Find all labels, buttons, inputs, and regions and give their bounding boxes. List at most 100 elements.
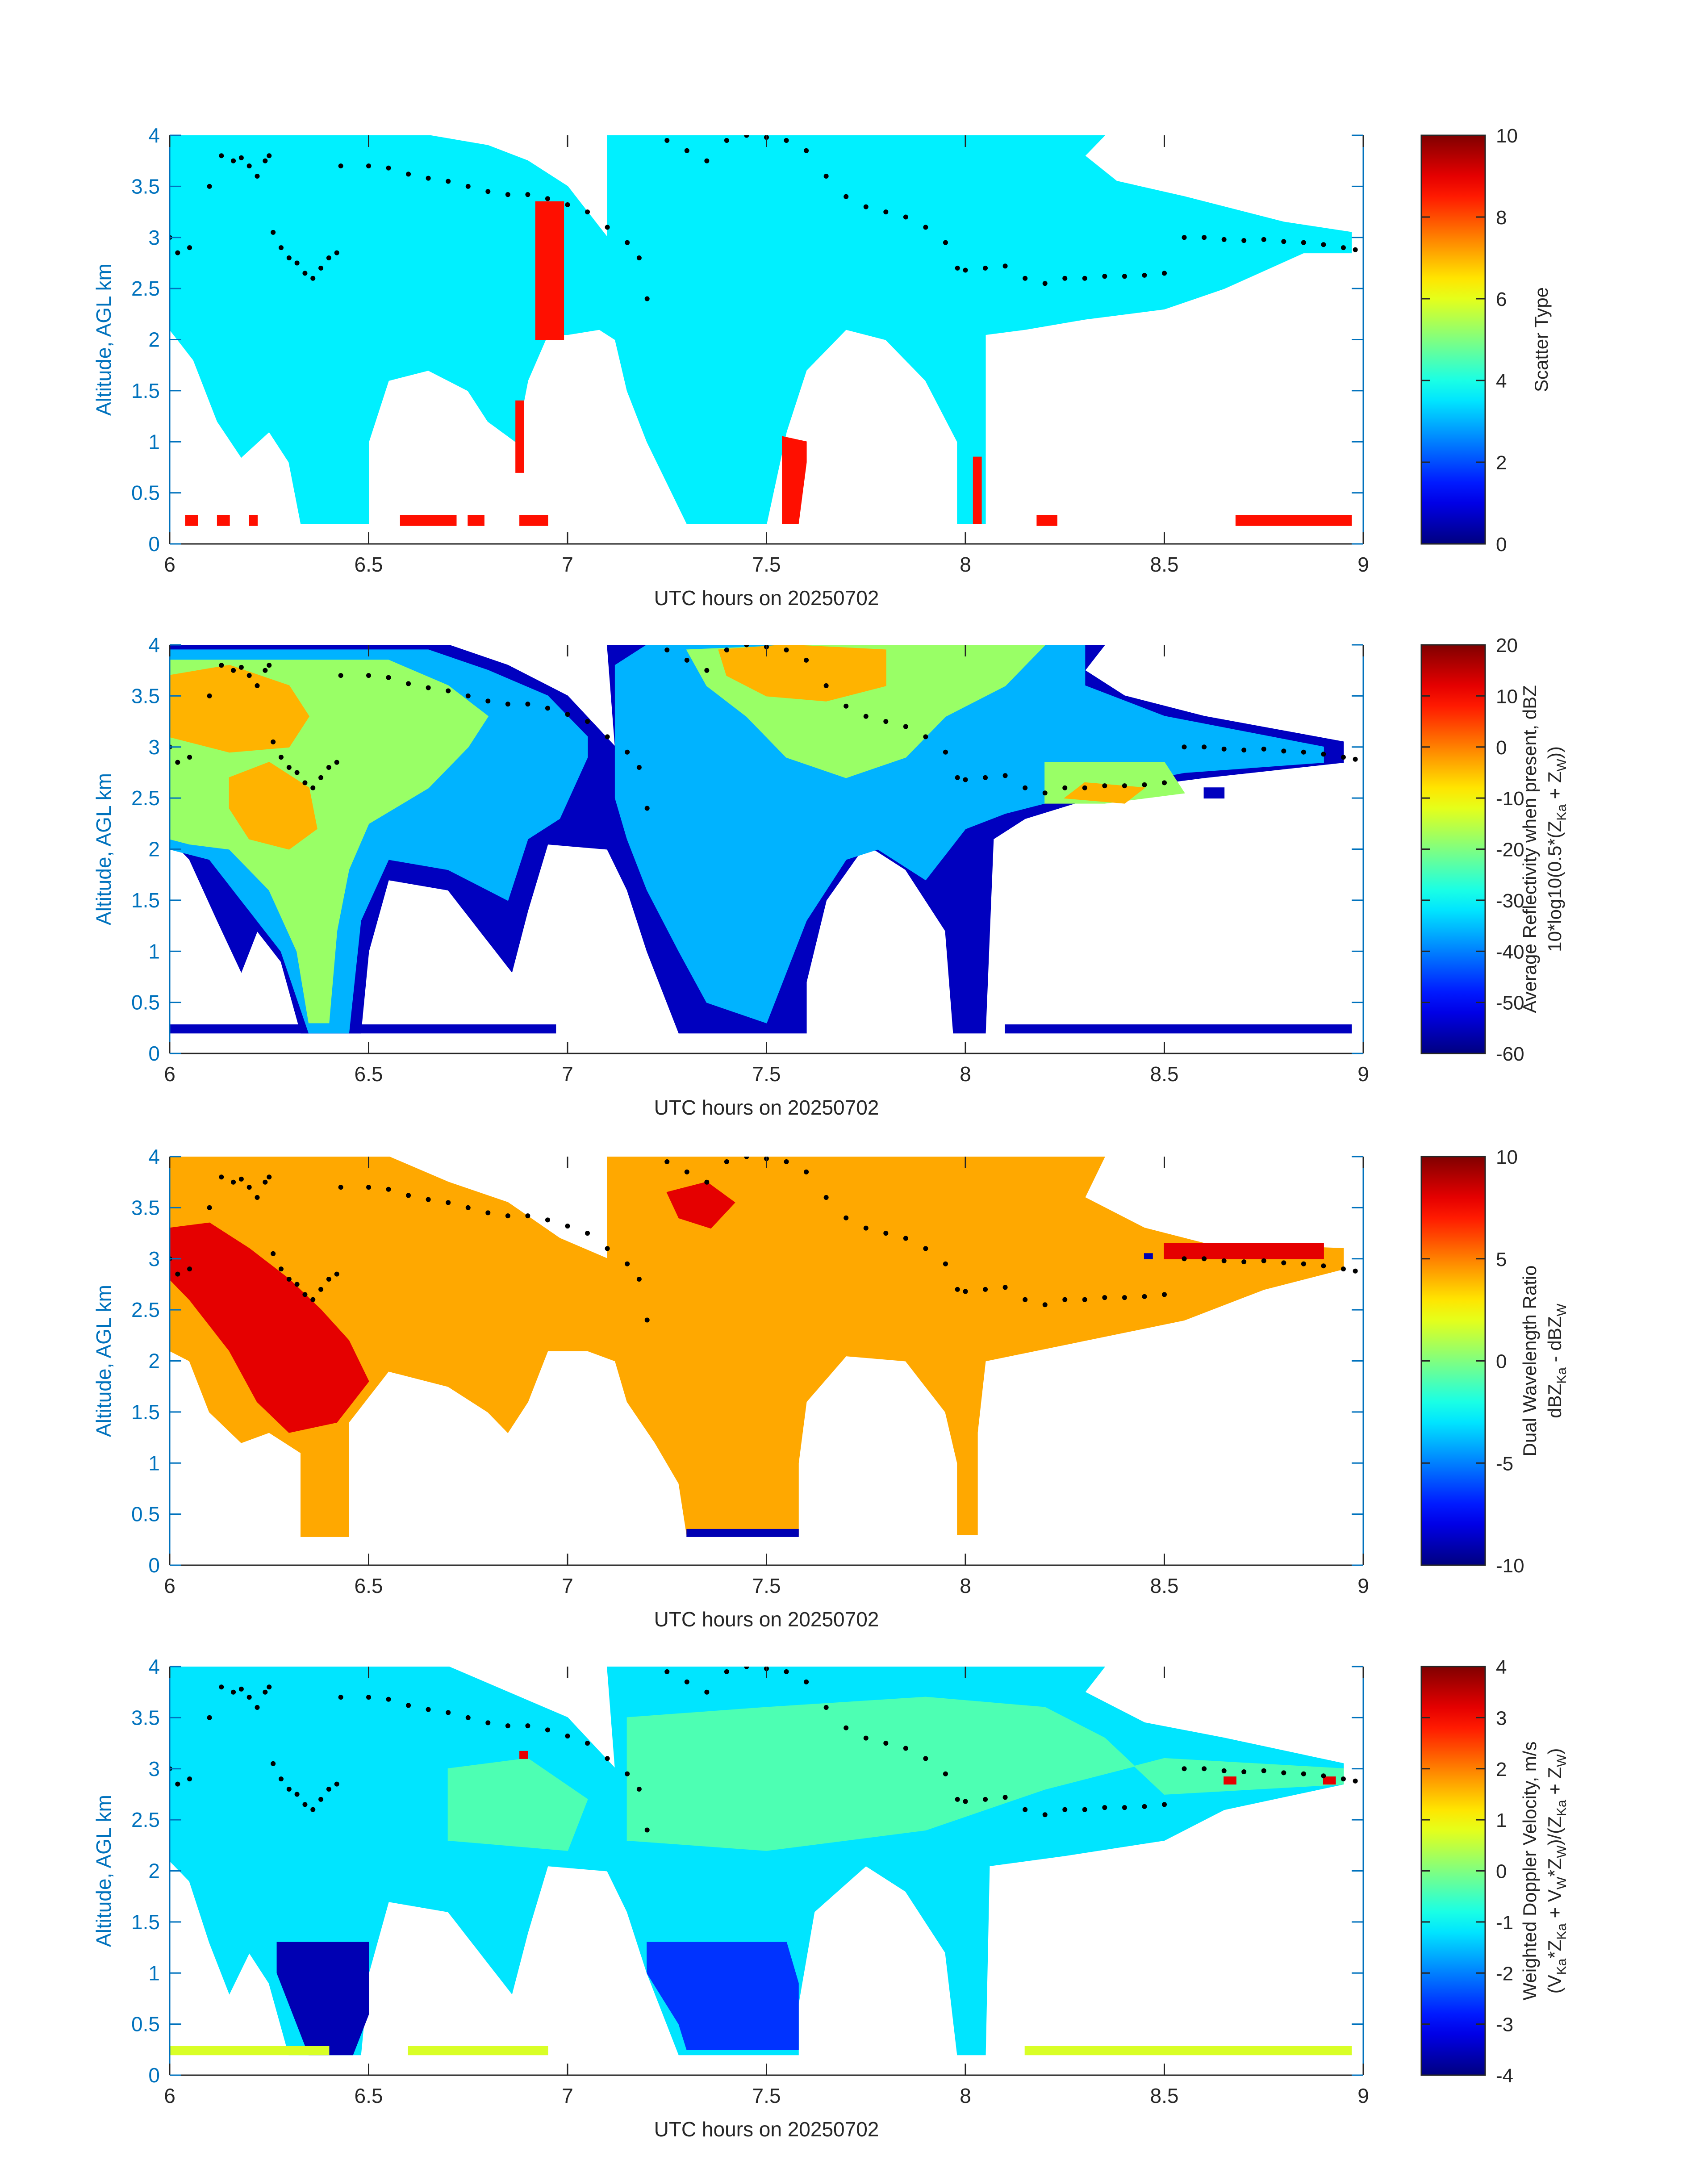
colorbar-label: Weighted Doppler Velocity, m/s	[1519, 1742, 1540, 2001]
overlay-point	[326, 765, 331, 770]
overlay-point	[1062, 1297, 1068, 1302]
overlay-point	[175, 250, 180, 255]
y-tick-label: 4	[148, 633, 160, 656]
overlay-point	[175, 760, 180, 765]
overlay-point	[903, 1236, 908, 1241]
y-tick-label: 0	[148, 1554, 160, 1577]
overlay-point	[1221, 1258, 1227, 1263]
overlay-point	[334, 760, 339, 765]
data-region	[1235, 515, 1352, 526]
y-tick-label: 4	[148, 1145, 160, 1168]
y-tick-label: 1.5	[131, 1910, 160, 1934]
colorbar-tick-label: 2	[1496, 1759, 1507, 1780]
overlay-point	[1353, 756, 1358, 762]
overlay-point	[955, 775, 960, 780]
colorbar-tick-label: -30	[1496, 890, 1524, 912]
overlay-point	[1142, 272, 1147, 278]
overlay-point	[605, 225, 610, 230]
colorbar-tick-label: -4	[1496, 2065, 1513, 2087]
overlay-point	[1122, 783, 1127, 789]
overlay-point	[286, 765, 292, 770]
y-tick-label: 0.5	[131, 2013, 160, 2036]
data-field	[170, 645, 1352, 1034]
colorbar-label: Scatter Type	[1531, 287, 1552, 392]
overlay-point	[664, 1669, 670, 1674]
overlay-point	[1042, 1302, 1048, 1308]
overlay-point	[724, 138, 729, 143]
y-tick-label: 2	[148, 1350, 160, 1373]
overlay-point	[1082, 785, 1087, 790]
overlay-point	[278, 755, 284, 760]
overlay-point	[1353, 247, 1358, 252]
overlay-point	[426, 1707, 431, 1712]
overlay-dots	[170, 1667, 1358, 1833]
overlay-point	[302, 271, 308, 276]
data-region	[1144, 1253, 1153, 1259]
overlay-point	[334, 1271, 339, 1277]
overlay-point	[1353, 1778, 1358, 1784]
data-region	[1203, 787, 1225, 799]
y-tick-label: 1	[148, 430, 160, 453]
overlay-point	[684, 148, 689, 153]
overlay-point	[1062, 1807, 1068, 1812]
y-tick-label: 0	[148, 1042, 160, 1065]
overlay-point	[823, 1195, 829, 1200]
y-tick-label: 3.5	[131, 684, 160, 707]
overlay-point	[231, 1689, 236, 1695]
colorbar-tick-label: 6	[1496, 288, 1507, 310]
y-tick-label: 3	[148, 1757, 160, 1780]
y-tick-label: 1.5	[131, 379, 160, 402]
overlay-point	[263, 668, 268, 673]
overlay-point	[1281, 1770, 1286, 1776]
overlay-point	[903, 724, 908, 729]
overlay-point	[446, 179, 451, 184]
overlay-point	[1042, 281, 1048, 286]
colorbar-gradient	[1420, 1156, 1486, 1566]
overlay-point	[1002, 1285, 1008, 1290]
overlay-point	[1082, 276, 1087, 281]
y-tick-label: 0.5	[131, 1503, 160, 1526]
overlay-point	[286, 1787, 292, 1792]
overlay-point	[636, 255, 642, 260]
x-tick-label: 8.5	[1150, 2084, 1179, 2107]
colorbar-tick-label: -3	[1496, 2014, 1513, 2036]
overlay-point	[1341, 245, 1346, 251]
x-tick-label: 9	[1357, 553, 1369, 576]
overlay-point	[175, 1781, 180, 1787]
overlay-point	[386, 1187, 391, 1192]
overlay-point	[505, 1723, 510, 1729]
colorbar-tick-label: 1	[1496, 1809, 1507, 1831]
colorbar-label: 10*log10(0.5*(ZKa​ + ZW​))	[1544, 746, 1569, 952]
overlay-point	[1023, 276, 1028, 281]
data-region	[515, 400, 524, 473]
overlay-point	[644, 1317, 650, 1323]
overlay-point	[605, 1756, 610, 1761]
data-region	[217, 515, 230, 526]
overlay-point	[1023, 1807, 1028, 1812]
overlay-point	[943, 1261, 948, 1266]
overlay-point	[863, 204, 869, 209]
overlay-point	[1202, 1256, 1207, 1262]
colorbar-tick-label: 3	[1496, 1707, 1507, 1729]
y-tick-label: 3	[148, 1247, 160, 1270]
overlay-point	[844, 703, 849, 709]
overlay-point	[863, 714, 869, 719]
overlay-point	[1241, 748, 1247, 753]
data-region	[535, 201, 564, 340]
overlay-point	[863, 1735, 869, 1741]
overlay-point	[1301, 1771, 1306, 1776]
overlay-point	[545, 706, 550, 711]
overlay-point	[338, 673, 343, 678]
overlay-point	[1241, 1769, 1247, 1775]
y-tick-label: 4	[148, 1655, 160, 1678]
overlay-point	[724, 1669, 729, 1674]
overlay-point	[1002, 1795, 1008, 1800]
colorbar-tick-label: -10	[1496, 788, 1524, 810]
overlay-dots	[170, 1157, 1358, 1323]
overlay-point	[278, 1266, 284, 1272]
colorbar-label: (VKa​*ZKa​ + VW​*ZW​)/(ZKa​ + ZW​)	[1544, 1748, 1569, 1994]
overlay-point	[545, 196, 550, 201]
overlay-point	[863, 1225, 869, 1231]
overlay-point	[326, 255, 331, 260]
overlay-point	[231, 158, 236, 163]
